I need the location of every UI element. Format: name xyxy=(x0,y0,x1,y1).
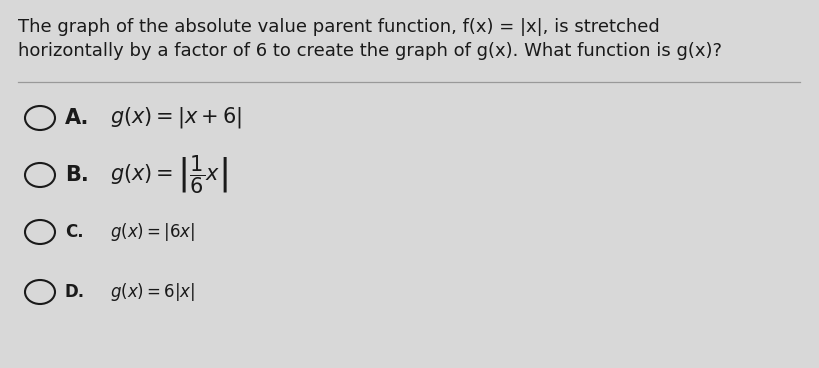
Text: B.: B. xyxy=(65,165,88,185)
Text: $g(x) = |x + 6|$: $g(x) = |x + 6|$ xyxy=(110,106,242,131)
Text: $g(x) = |6x|$: $g(x) = |6x|$ xyxy=(110,221,195,243)
Text: D.: D. xyxy=(65,283,85,301)
Text: $g(x) = \left|\dfrac{1}{6}x\right|$: $g(x) = \left|\dfrac{1}{6}x\right|$ xyxy=(110,154,228,196)
Text: horizontally by a factor of 6 to create the graph of g(x). What function is g(x): horizontally by a factor of 6 to create … xyxy=(18,42,721,60)
Text: C.: C. xyxy=(65,223,84,241)
Text: The graph of the absolute value parent function, f(x) = |x|, is stretched: The graph of the absolute value parent f… xyxy=(18,18,659,36)
Text: A.: A. xyxy=(65,108,89,128)
Text: $g(x) = 6|x|$: $g(x) = 6|x|$ xyxy=(110,281,195,303)
